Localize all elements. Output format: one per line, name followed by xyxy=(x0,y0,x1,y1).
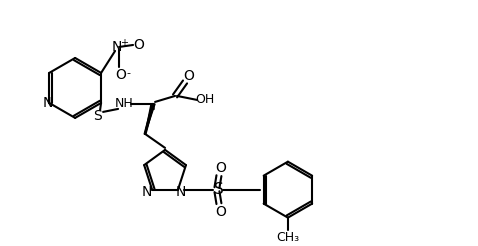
Text: O: O xyxy=(184,69,195,83)
Text: +: + xyxy=(120,38,128,48)
Text: N: N xyxy=(43,96,54,110)
Text: S: S xyxy=(214,182,224,197)
Text: OH: OH xyxy=(196,93,215,107)
Text: N: N xyxy=(112,40,122,54)
Polygon shape xyxy=(145,104,155,134)
Text: N: N xyxy=(176,185,186,199)
Text: O: O xyxy=(116,68,127,82)
Text: O: O xyxy=(216,205,227,219)
Text: -: - xyxy=(126,68,130,78)
Text: CH₃: CH₃ xyxy=(276,231,299,244)
Text: O: O xyxy=(216,161,227,175)
Text: S: S xyxy=(93,109,101,123)
Text: N: N xyxy=(142,185,152,199)
Text: NH: NH xyxy=(115,97,133,110)
Text: O: O xyxy=(134,38,144,52)
